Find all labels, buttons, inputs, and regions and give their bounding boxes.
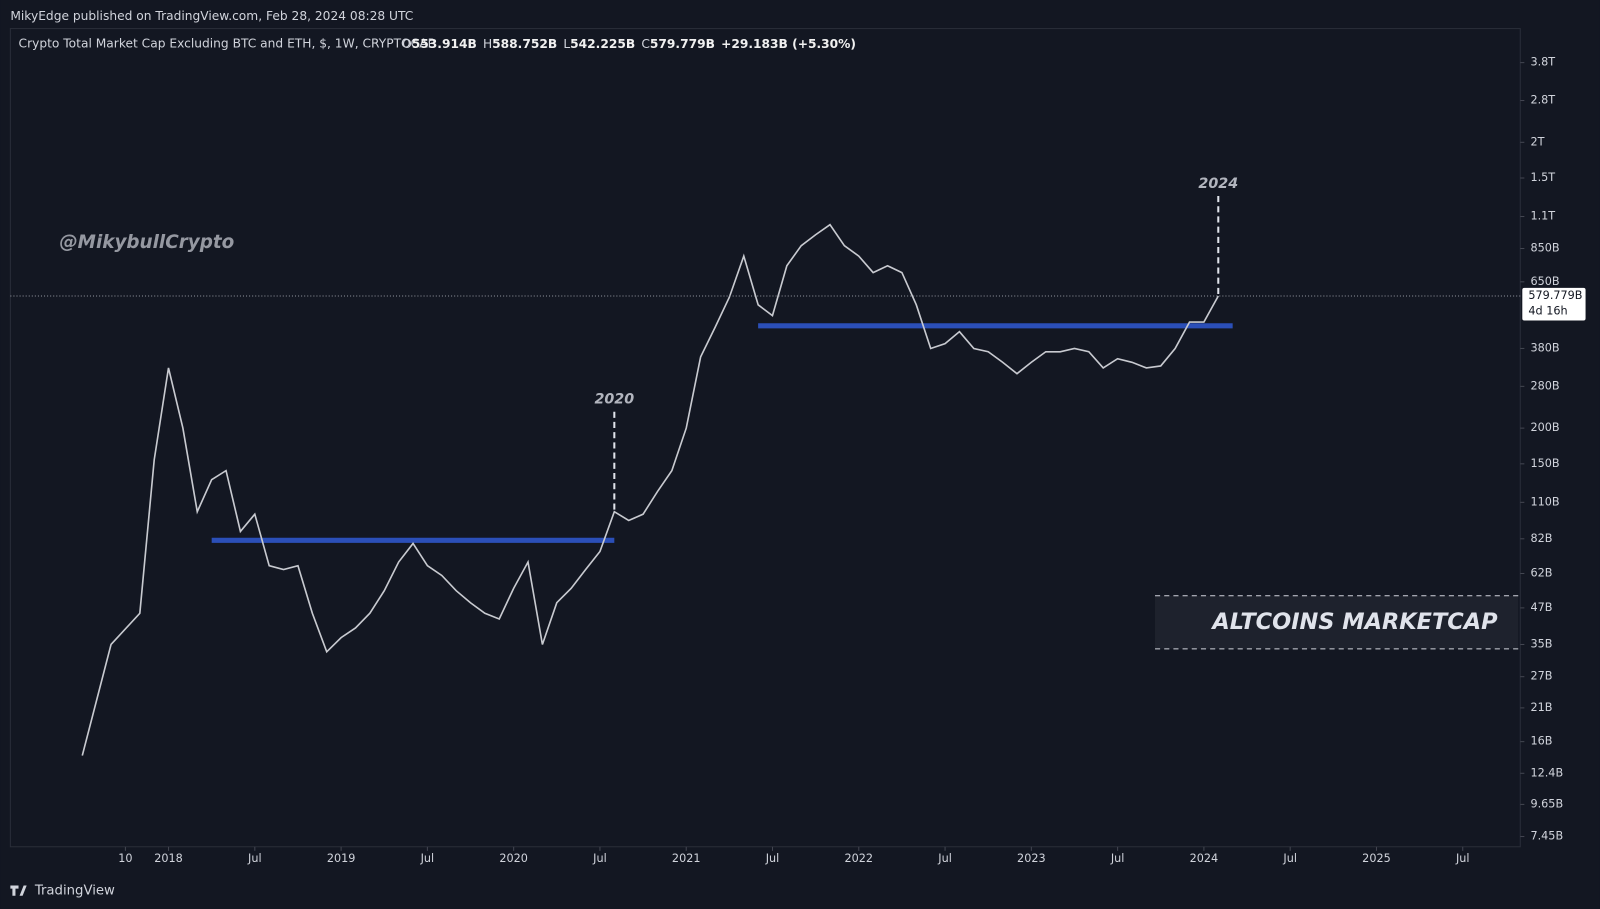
y-tick-label: 47B (1530, 601, 1552, 614)
y-tick-label: 650B (1530, 275, 1559, 288)
watermark: @MikybullCrypto (59, 232, 234, 253)
y-tick-label: 200B (1530, 421, 1559, 434)
x-tick-label: 2025 (1362, 852, 1391, 865)
x-tick-label: 2024 (1190, 852, 1219, 865)
annotation-label: 2024 (1198, 176, 1238, 192)
x-tick-label: 10 (118, 852, 132, 865)
plot-area (9, 28, 1521, 848)
y-tick-label: 27B (1530, 670, 1552, 683)
x-tick-label: 2019 (327, 852, 356, 865)
chart-title: Crypto Total Market Cap Excluding BTC an… (19, 36, 435, 50)
ohlc-key: L (563, 36, 570, 50)
y-tick-label: 850B (1530, 242, 1559, 255)
x-tick-label: 2018 (154, 852, 183, 865)
ohlc-value: 553.914B (412, 36, 477, 50)
ohlc-key: O (402, 36, 412, 50)
y-tick-label: 35B (1530, 637, 1552, 650)
ohlc: O553.914B H588.752B L542.225B C579.779B +29.… (402, 36, 856, 50)
y-tick-label: 82B (1530, 532, 1552, 545)
y-tick-label: 62B (1530, 567, 1552, 580)
x-tick-label: Jul (592, 852, 607, 865)
publisher: MikyEdge published on TradingView.com, F… (10, 9, 413, 23)
y-tick-label: 7.45B (1530, 830, 1563, 843)
y-tick-label: 21B (1530, 701, 1552, 714)
brand: TradingView (34, 884, 115, 899)
x-tick-label: Jul (1110, 852, 1125, 865)
ohlc-key: H (483, 36, 492, 50)
price-line (81, 223, 1219, 756)
y-tick-label: 280B (1530, 379, 1559, 392)
last-price-label: 579.779B (1528, 289, 1582, 302)
ohlc-key: C (641, 36, 650, 50)
ohlc-value: 588.752B (492, 36, 557, 50)
x-tick-label: Jul (765, 852, 780, 865)
y-tick-label: 380B (1530, 341, 1559, 354)
countdown: 4d 16h (1528, 304, 1567, 317)
ohlc-value: 579.779B (650, 36, 715, 50)
y-tick-label: 2.8T (1530, 94, 1555, 107)
y-tick-label: 150B (1530, 457, 1559, 470)
y-tick-label: 16B (1530, 735, 1552, 748)
x-tick-label: Jul (420, 852, 435, 865)
y-tick-label: 12.4B (1530, 766, 1563, 779)
annotation-label: 2020 (594, 391, 634, 407)
last-price-box (1522, 287, 1586, 321)
x-tick-label: Jul (1282, 852, 1297, 865)
y-tick-label: 9.65B (1530, 797, 1563, 810)
y-tick-label: 2T (1530, 135, 1544, 148)
x-tick-label: 2022 (845, 852, 874, 865)
x-tick-label: 2023 (1017, 852, 1046, 865)
y-tick-label: 3.8T (1530, 56, 1555, 69)
x-tick-label: Jul (247, 852, 262, 865)
caption-box (1155, 595, 1519, 649)
caption: ALTCOINS MARKETCAP (1210, 609, 1498, 635)
x-tick-label: 2020 (499, 852, 528, 865)
y-tick-label: 1.1T (1530, 210, 1555, 223)
x-tick-label: Jul (1455, 852, 1470, 865)
change: +29.183B (+5.30%) (721, 36, 856, 50)
ohlc-value: 542.225B (570, 36, 635, 50)
y-tick-label: 110B (1530, 495, 1559, 508)
x-tick-label: Jul (937, 852, 952, 865)
x-tick-label: 2021 (672, 852, 701, 865)
y-tick-label: 1.5T (1530, 171, 1555, 184)
